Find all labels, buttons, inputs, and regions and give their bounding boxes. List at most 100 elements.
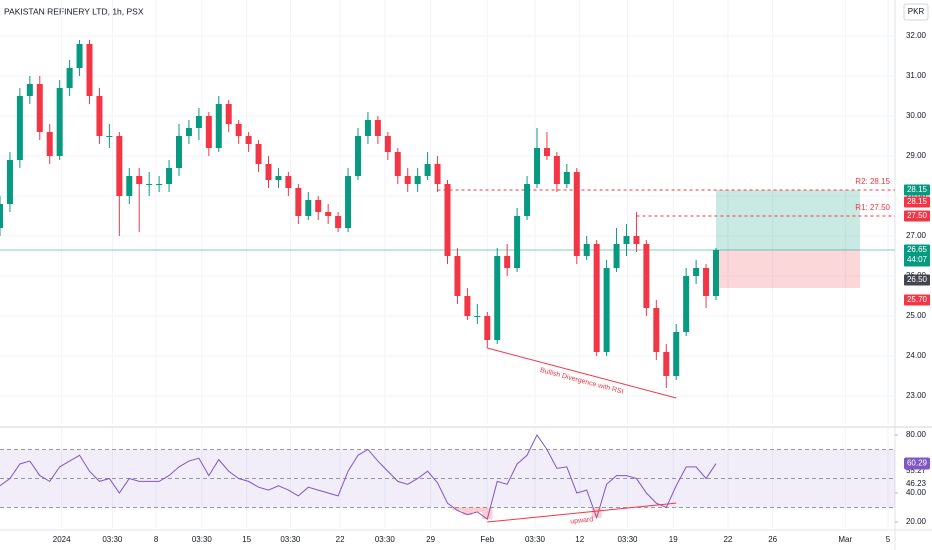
candle-body	[335, 216, 342, 228]
candle-body	[494, 256, 501, 340]
candle-body	[633, 236, 640, 244]
candle-body	[603, 268, 610, 352]
price-badge	[904, 196, 930, 208]
y-tick-label: 27.00	[906, 231, 927, 240]
x-tick-label: 03:30	[617, 535, 638, 544]
candle-body	[355, 136, 361, 176]
candle-body	[0, 204, 3, 228]
price-badge	[904, 274, 930, 286]
rsi-line	[0, 433, 717, 520]
x-tick-label: 03:30	[102, 535, 123, 544]
candle-body	[305, 200, 312, 216]
price-badge	[904, 210, 930, 222]
y-tick-label: 28.00	[906, 191, 927, 200]
x-tick-label: 03:30	[525, 535, 546, 544]
candle-body	[524, 184, 531, 216]
level-label: R1: 27.50	[855, 203, 890, 212]
candle-body	[96, 96, 103, 136]
candle-body	[265, 164, 272, 180]
rsi-oversold	[591, 507, 602, 518]
candle-body	[325, 212, 332, 216]
candle-body	[504, 256, 511, 268]
candle-body	[543, 148, 550, 156]
candle-body	[424, 164, 431, 176]
candle-body	[16, 96, 23, 160]
rsi-tick-label: 40.00	[906, 488, 927, 497]
candle-body	[404, 176, 411, 184]
candle-body	[583, 244, 590, 256]
rsi-tick-label: 20.00	[906, 517, 927, 526]
target-zone	[716, 190, 860, 250]
candle-body	[46, 132, 53, 156]
candle-body	[643, 244, 650, 308]
candle-body	[225, 104, 232, 124]
candle-body	[454, 256, 461, 296]
y-tick-label: 25.00	[906, 311, 927, 320]
candle-body	[534, 148, 540, 184]
x-tick-label: 29	[426, 535, 435, 544]
candle-body	[693, 268, 700, 276]
x-tick-label: 26	[768, 535, 777, 544]
candle-body	[185, 128, 192, 136]
candle-body	[713, 250, 719, 296]
rsi-value-label: 55.27	[906, 466, 927, 475]
x-tick-label: Mar	[838, 535, 852, 544]
candle-body	[86, 44, 93, 96]
candle-body	[613, 244, 620, 268]
candle-body	[474, 316, 481, 317]
price-badge	[904, 244, 930, 267]
candle-body	[703, 268, 710, 296]
y-tick-label: 24.00	[906, 351, 927, 360]
rsi-oversold	[462, 507, 473, 515]
trend-line	[487, 347, 677, 399]
candle-body	[563, 172, 570, 184]
candle-body	[176, 136, 182, 168]
candle-body	[683, 276, 690, 332]
candle-body	[484, 316, 491, 340]
rsi-tick-label: 80.00	[906, 430, 927, 439]
x-tick-label: Feb	[480, 535, 494, 544]
candle-body	[36, 84, 43, 132]
candle-body	[345, 176, 352, 228]
candle-body	[653, 308, 660, 352]
candle-body	[255, 144, 262, 164]
candle-body	[195, 116, 202, 128]
x-tick-label: 15	[242, 535, 251, 544]
x-tick-label: 03:30	[280, 535, 301, 544]
candle-body	[56, 88, 63, 156]
rsi-value-label: 46.23	[906, 479, 927, 488]
candle-body	[166, 168, 173, 184]
candle-body	[414, 176, 421, 184]
candle-body	[315, 200, 322, 212]
price-badge-label: 28.15	[907, 185, 928, 194]
x-tick-label: 03:30	[375, 535, 396, 544]
x-tick-label: 22	[336, 535, 345, 544]
candle-body	[275, 176, 282, 180]
trend-line	[487, 502, 677, 523]
price-badge-label: 26.50	[907, 275, 928, 284]
candle-body	[434, 164, 441, 184]
candle-body	[215, 104, 222, 148]
x-tick-label: 2024	[53, 535, 71, 544]
candle-body	[146, 184, 153, 185]
candle-body	[285, 176, 292, 188]
rsi-badge-label: 60.29	[907, 459, 928, 468]
rsi-oversold	[452, 507, 463, 511]
y-tick-label: 31.00	[906, 71, 927, 80]
price-badge-label: 27.50	[907, 211, 928, 220]
candle-body	[6, 160, 13, 204]
candle-body	[295, 188, 302, 216]
candle-body	[245, 136, 252, 144]
x-tick-label: 12	[575, 535, 584, 544]
candle-body	[444, 184, 451, 256]
price-badge-label: 25.70	[907, 295, 928, 304]
candle-body	[394, 152, 401, 176]
stop-zone	[716, 250, 860, 288]
candle-body	[116, 136, 123, 196]
price-badge	[904, 184, 930, 196]
countdown: 44:07	[907, 255, 928, 264]
chart-title: PAKISTAN REFINERY LTD, 1h, PSX	[4, 6, 144, 16]
annotation: upward	[570, 516, 594, 525]
